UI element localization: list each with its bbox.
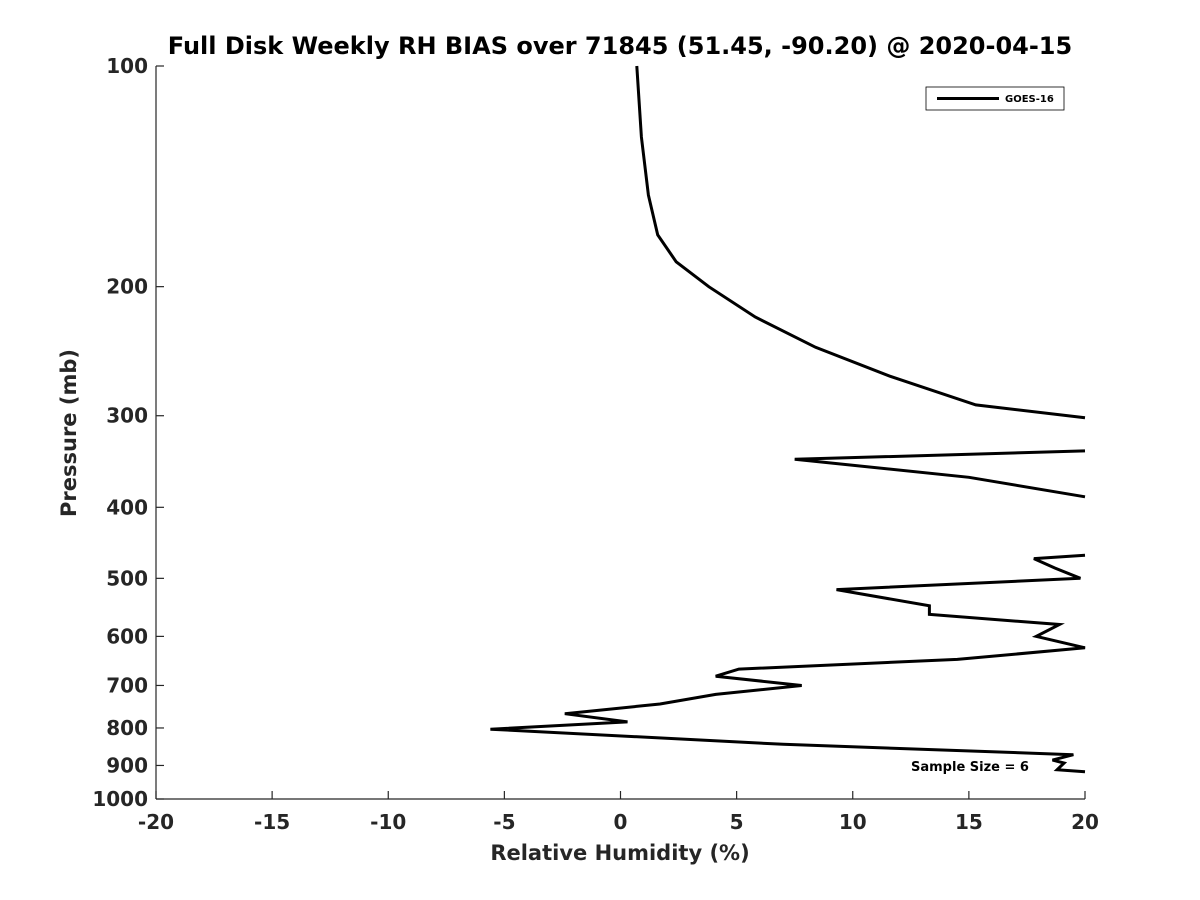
x-tick-label: 0 xyxy=(614,810,628,834)
y-tick-label: 1000 xyxy=(92,787,148,811)
x-tick-label: 10 xyxy=(839,810,867,834)
series-line-goes-16-segment-3 xyxy=(490,553,1086,774)
y-tick-label: 300 xyxy=(106,404,148,428)
x-tick-label: 5 xyxy=(730,810,744,834)
axis-ticks: -20 -15 -10 -5 0 5 10 15 20 100 200 300 400 500 600 700… xyxy=(92,54,1099,834)
x-tick-label: -15 xyxy=(254,810,290,834)
legend-label-goes-16: GOES-16 xyxy=(1005,94,1054,105)
y-tick-label: 500 xyxy=(106,566,148,590)
series-layer xyxy=(490,65,1086,774)
x-tick-label: -10 xyxy=(370,810,406,834)
x-tick-label: 20 xyxy=(1071,810,1099,834)
y-tick-label: 400 xyxy=(106,495,148,519)
plot-area xyxy=(155,66,1085,800)
x-tick-label: -20 xyxy=(138,810,174,834)
y-tick-label: 100 xyxy=(106,54,148,78)
sample-size-annotation: Sample Size = 6 xyxy=(911,760,1029,775)
x-tick-label: 15 xyxy=(955,810,983,834)
series-line-goes-16-segment-1 xyxy=(635,65,1086,420)
y-tick-label: 800 xyxy=(106,716,148,740)
y-axis-label: Pressure (mb) xyxy=(57,349,81,517)
chart-title: Full Disk Weekly RH BIAS over 71845 (51.… xyxy=(168,32,1072,60)
y-tick-label: 600 xyxy=(106,624,148,648)
y-tick-label: 200 xyxy=(106,275,148,299)
series-line-goes-16-segment-2 xyxy=(794,449,1086,499)
y-tick-label: 900 xyxy=(106,753,148,777)
y-tick-label: 700 xyxy=(106,673,148,697)
x-axis-label: Relative Humidity (%) xyxy=(490,841,749,865)
x-tick-label: -5 xyxy=(493,810,515,834)
legend: GOES-16 xyxy=(925,86,1065,111)
